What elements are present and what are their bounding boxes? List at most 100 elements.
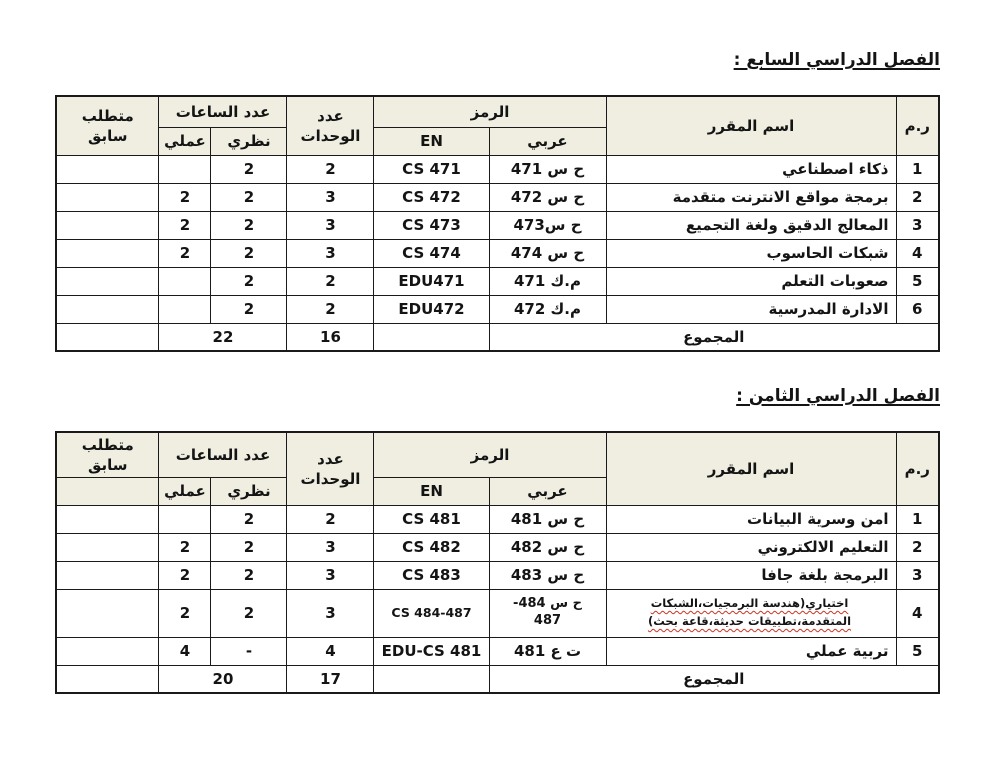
prerequisite-cell [55,532,160,562]
practical-hours-cell [158,266,212,296]
course-row: 6 الادارة المدرسية م.ك 472 EDU472 2 2 [55,294,940,324]
prerequisite-cell [55,294,160,324]
prerequisite-cell [55,238,160,268]
prerequisite-cell [55,182,160,212]
semester-7-courses-table: ر.م اسم المقرر الرمز عدد الوحدات عدد الس… [54,95,940,352]
serial-cell: 1 [895,504,940,534]
theoretical-hours-cell: 2 [210,238,288,268]
course-name-cell: التعليم الالكتروني [605,532,897,562]
course-row: 2 التعليم الالكتروني ح س 482 CS 482 3 2 2 [55,532,940,562]
code-en-cell: CS 484-487 [373,588,490,638]
prerequisite-cell [55,154,160,184]
header-prerequisite: متطلب سابق [55,95,160,156]
total-units-cell: 17 [286,664,375,694]
header-theoretical: نظري [210,476,288,506]
course-row: 3 البرمجة بلغة جافا ح س 483 CS 483 3 2 2 [55,560,940,590]
header-code-en: EN [373,476,490,506]
course-name-cell: اختياري(هندسة البرمجيات،الشبكات المتقدمة… [605,588,897,638]
total-units-cell: 16 [286,322,375,352]
code-ar-cell: ح س 481 [488,504,607,534]
theoretical-hours-cell: 2 [210,266,288,296]
code-en-cell: EDU472 [373,294,490,324]
theoretical-hours-cell: 2 [210,560,288,590]
serial-cell: 5 [895,636,940,666]
code-ar-cell: ح س473 [488,210,607,240]
serial-cell: 3 [895,560,940,590]
header-units: عدد الوحدات [286,95,375,156]
table-header: ر.م اسم المقرر الرمز عدد الوحدات عدد الس… [55,431,940,506]
table-body: 1 امن وسرية البيانات ح س 481 CS 481 2 2 2 التعل… [55,504,940,666]
course-name-cell: الادارة المدرسية [605,294,897,324]
header-course-name: اسم المقرر [605,95,897,156]
code-en-cell: EDU471 [373,266,490,296]
theoretical-hours-cell: 2 [210,532,288,562]
code-ar-cell: ح س 472 [488,182,607,212]
header-serial: ر.م [895,431,940,506]
header-hours: عدد الساعات [158,431,288,478]
course-row: 1 امن وسرية البيانات ح س 481 CS 481 2 2 [55,504,940,534]
course-row: 4 شبكات الحاسوب ح س 474 CS 474 3 2 2 [55,238,940,268]
units-cell: 3 [286,560,375,590]
practical-hours-cell [158,504,212,534]
serial-cell: 4 [895,588,940,638]
code-ar-cell: ح س 484- 487 [488,588,607,638]
course-row: 2 برمجة مواقع الانترنت متقدمة ح س 472 CS 47… [55,182,940,212]
units-cell: 2 [286,266,375,296]
theoretical-hours-cell: 2 [210,210,288,240]
units-cell: 3 [286,210,375,240]
total-row: المجموع 17 20 [55,664,940,694]
code-ar-cell: م.ك 471 [488,266,607,296]
total-label-cell: المجموع [488,664,940,694]
course-row: 3 المعالج الدقيق ولغة التجميع ح س473 CS 473… [55,210,940,240]
header-theoretical: نظري [210,126,288,156]
prerequisite-cell [55,588,160,638]
header-practical: عملي [158,126,212,156]
serial-cell: 1 [895,154,940,184]
prerequisite-cell [55,560,160,590]
units-cell: 3 [286,238,375,268]
serial-cell: 5 [895,266,940,296]
total-label-cell: المجموع [488,322,940,352]
course-name-cell: ذكاء اصطناعي [605,154,897,184]
table-header: ر.م اسم المقرر الرمز عدد الوحدات عدد الس… [55,95,940,156]
total-empty-en-cell [373,322,490,352]
total-empty-prereq-cell [55,664,160,694]
header-hours: عدد الساعات [158,95,288,128]
practical-hours-cell: 2 [158,588,212,638]
semester-8-courses-table: ر.م اسم المقرر الرمز عدد الوحدات عدد الس… [54,431,940,694]
code-ar-cell: م.ك 472 [488,294,607,324]
semester-8-title: الفصل الدراسي الثامن : [736,386,940,406]
course-name-cell: شبكات الحاسوب [605,238,897,268]
code-en-cell: CS 483 [373,560,490,590]
units-cell: 3 [286,588,375,638]
code-en-cell: CS 471 [373,154,490,184]
semester-8-section: الفصل الدراسي الثامن : ر.م اسم المقرر ال… [54,386,940,694]
units-cell: 3 [286,532,375,562]
course-name-cell: برمجة مواقع الانترنت متقدمة [605,182,897,212]
header-prerequisite-empty [55,476,160,506]
practical-hours-cell [158,154,212,184]
table-footer: المجموع 17 20 [55,664,940,694]
serial-cell: 4 [895,238,940,268]
units-cell: 3 [286,182,375,212]
header-code-arabic: عربي [488,476,607,506]
practical-hours-cell: 2 [158,238,212,268]
code-ar-cell: ح س 474 [488,238,607,268]
code-en-cell: CS 481 [373,504,490,534]
serial-cell: 2 [895,532,940,562]
document-page: الفصل الدراسي السابع : ر.م اسم المقرر ال… [54,0,940,694]
code-ar-cell: ت ع 481 [488,636,607,666]
course-name-cell: امن وسرية البيانات [605,504,897,534]
theoretical-hours-cell: 2 [210,588,288,638]
prerequisite-cell [55,636,160,666]
total-hours-cell: 22 [158,322,288,352]
course-row: 4 اختياري(هندسة البرمجيات،الشبكات المتقدم… [55,588,940,638]
total-hours-cell: 20 [158,664,288,694]
units-cell: 2 [286,294,375,324]
code-ar-cell: ح س 471 [488,154,607,184]
semester-7-section: الفصل الدراسي السابع : ر.م اسم المقرر ال… [54,50,940,352]
code-en-cell: CS 472 [373,182,490,212]
code-en-cell: CS 473 [373,210,490,240]
practical-hours-cell [158,294,212,324]
table-body: 1 ذكاء اصطناعي ح س 471 CS 471 2 2 2 برمجة مواقع… [55,154,940,324]
